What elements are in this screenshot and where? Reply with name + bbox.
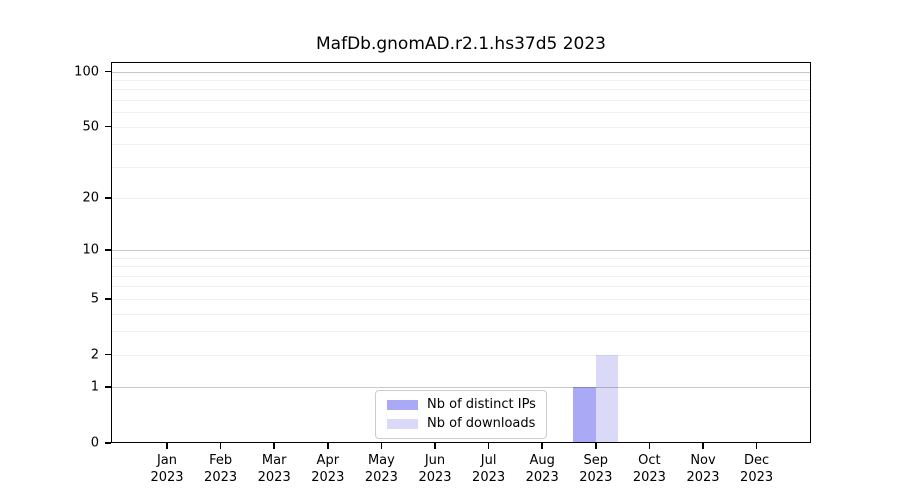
x-tick-month: Aug bbox=[529, 453, 555, 468]
gridline-minor-60 bbox=[111, 112, 811, 114]
x-tick-year: 2023 bbox=[257, 470, 291, 485]
plot-frame bbox=[111, 62, 811, 443]
gridline-minor-8 bbox=[111, 266, 811, 268]
gridline-minor-80 bbox=[111, 89, 811, 91]
x-tick-year: 2023 bbox=[364, 470, 398, 485]
gridline-major-10 bbox=[111, 250, 811, 252]
gridline-minor-90 bbox=[111, 80, 811, 82]
plot-area bbox=[111, 62, 811, 443]
x-tick-label-jul: Jul 2023 bbox=[454, 452, 524, 486]
x-tick-month: Jan bbox=[156, 453, 178, 468]
y-tick-label-100: 100 bbox=[74, 64, 99, 80]
x-tick-year: 2023 bbox=[472, 470, 506, 485]
x-tick-label-aug: Aug 2023 bbox=[507, 452, 577, 486]
x-tick-may bbox=[380, 443, 383, 449]
x-tick-apr bbox=[327, 443, 329, 449]
x-tick-month: Feb bbox=[209, 453, 233, 468]
chart-title: MafDb.gnomAD.r2.1.hs37d5 2023 bbox=[316, 34, 606, 54]
x-tick-month: May bbox=[367, 453, 395, 468]
gridline-minor-2 bbox=[111, 354, 811, 356]
x-tick-label-sep: Sep 2023 bbox=[561, 452, 631, 486]
legend-swatch-downloads bbox=[387, 419, 418, 429]
y-tick-label-50: 50 bbox=[82, 119, 99, 135]
y-tick-1 bbox=[105, 386, 111, 388]
y-tick-20 bbox=[105, 197, 111, 199]
gridline-minor-6 bbox=[111, 286, 811, 288]
gridline-major-1 bbox=[111, 387, 811, 389]
gridline-major-100 bbox=[111, 71, 811, 73]
gridline-minor-70 bbox=[111, 100, 811, 102]
y-tick-0 bbox=[105, 442, 111, 444]
legend-item-label: Nb of distinct IPs bbox=[427, 397, 536, 412]
x-tick-year: 2023 bbox=[632, 470, 666, 485]
gridline-minor-20 bbox=[111, 198, 811, 200]
x-tick-year: 2023 bbox=[686, 470, 720, 485]
x-tick-sep bbox=[595, 443, 597, 449]
legend-item-label: Nb of downloads bbox=[427, 416, 536, 431]
legend-item-distinct-ips: Nb of distinct IPs bbox=[387, 398, 536, 412]
x-tick-label-dec: Dec 2023 bbox=[722, 452, 792, 486]
x-tick-label-oct: Oct 2023 bbox=[614, 452, 684, 486]
x-tick-oct bbox=[648, 443, 651, 449]
x-tick-jul bbox=[487, 443, 490, 449]
gridline-minor-7 bbox=[111, 275, 811, 277]
bar-distinct-ips-sep bbox=[573, 387, 596, 443]
x-tick-year: 2023 bbox=[150, 470, 184, 485]
bar-downloads-sep bbox=[595, 354, 619, 443]
x-tick-month: Nov bbox=[690, 453, 716, 468]
legend-item-downloads: Nb of downloads bbox=[387, 417, 536, 431]
y-tick-2 bbox=[105, 353, 111, 356]
legend-swatch-distinct-ips bbox=[387, 400, 418, 410]
gridline-minor-30 bbox=[111, 166, 811, 168]
x-tick-label-apr: Apr 2023 bbox=[293, 452, 363, 486]
y-tick-100 bbox=[105, 70, 111, 73]
x-tick-year: 2023 bbox=[740, 470, 774, 485]
x-tick-year: 2023 bbox=[579, 470, 613, 485]
x-tick-month: Jul bbox=[480, 453, 497, 468]
x-tick-label-may: May 2023 bbox=[346, 452, 416, 486]
legend: Nb of distinct IPs Nb of downloads bbox=[375, 390, 547, 439]
x-tick-label-feb: Feb 2023 bbox=[186, 452, 256, 486]
x-tick-year: 2023 bbox=[525, 470, 559, 485]
x-tick-month: Mar bbox=[261, 453, 287, 468]
gridline-minor-9 bbox=[111, 257, 811, 259]
gridline-minor-5 bbox=[111, 298, 811, 300]
x-tick-label-mar: Mar 2023 bbox=[239, 452, 309, 486]
gridline-minor-3 bbox=[111, 331, 811, 333]
y-tick-label-0: 0 bbox=[90, 435, 99, 451]
x-tick-aug bbox=[541, 443, 543, 449]
x-tick-month: Sep bbox=[583, 453, 609, 468]
x-tick-year: 2023 bbox=[311, 470, 345, 485]
x-tick-dec bbox=[755, 443, 758, 449]
x-tick-feb bbox=[219, 443, 222, 449]
x-tick-year: 2023 bbox=[204, 470, 238, 485]
gridline-minor-50 bbox=[111, 126, 811, 128]
x-tick-jan bbox=[166, 443, 168, 449]
x-tick-month: Dec bbox=[744, 453, 770, 468]
gridline-minor-4 bbox=[111, 313, 811, 315]
y-tick-50 bbox=[105, 125, 111, 128]
y-tick-10 bbox=[105, 249, 111, 251]
x-tick-label-jan: Jan 2023 bbox=[132, 452, 202, 486]
x-tick-jun bbox=[434, 443, 436, 449]
y-tick-label-1: 1 bbox=[90, 379, 99, 395]
x-tick-label-jun: Jun 2023 bbox=[400, 452, 470, 486]
y-tick-label-20: 20 bbox=[82, 190, 99, 206]
x-tick-nov bbox=[702, 443, 704, 449]
y-tick-label-5: 5 bbox=[90, 291, 99, 307]
gridline-minor-40 bbox=[111, 144, 811, 146]
y-tick-label-10: 10 bbox=[82, 242, 99, 258]
x-tick-month: Oct bbox=[638, 453, 661, 468]
x-tick-year: 2023 bbox=[418, 470, 452, 485]
x-tick-label-nov: Nov 2023 bbox=[668, 452, 738, 486]
x-tick-mar bbox=[273, 443, 275, 449]
y-tick-5 bbox=[105, 298, 111, 300]
y-tick-label-2: 2 bbox=[90, 347, 99, 363]
x-tick-month: Apr bbox=[316, 453, 340, 468]
x-tick-month: Jun bbox=[424, 453, 446, 468]
